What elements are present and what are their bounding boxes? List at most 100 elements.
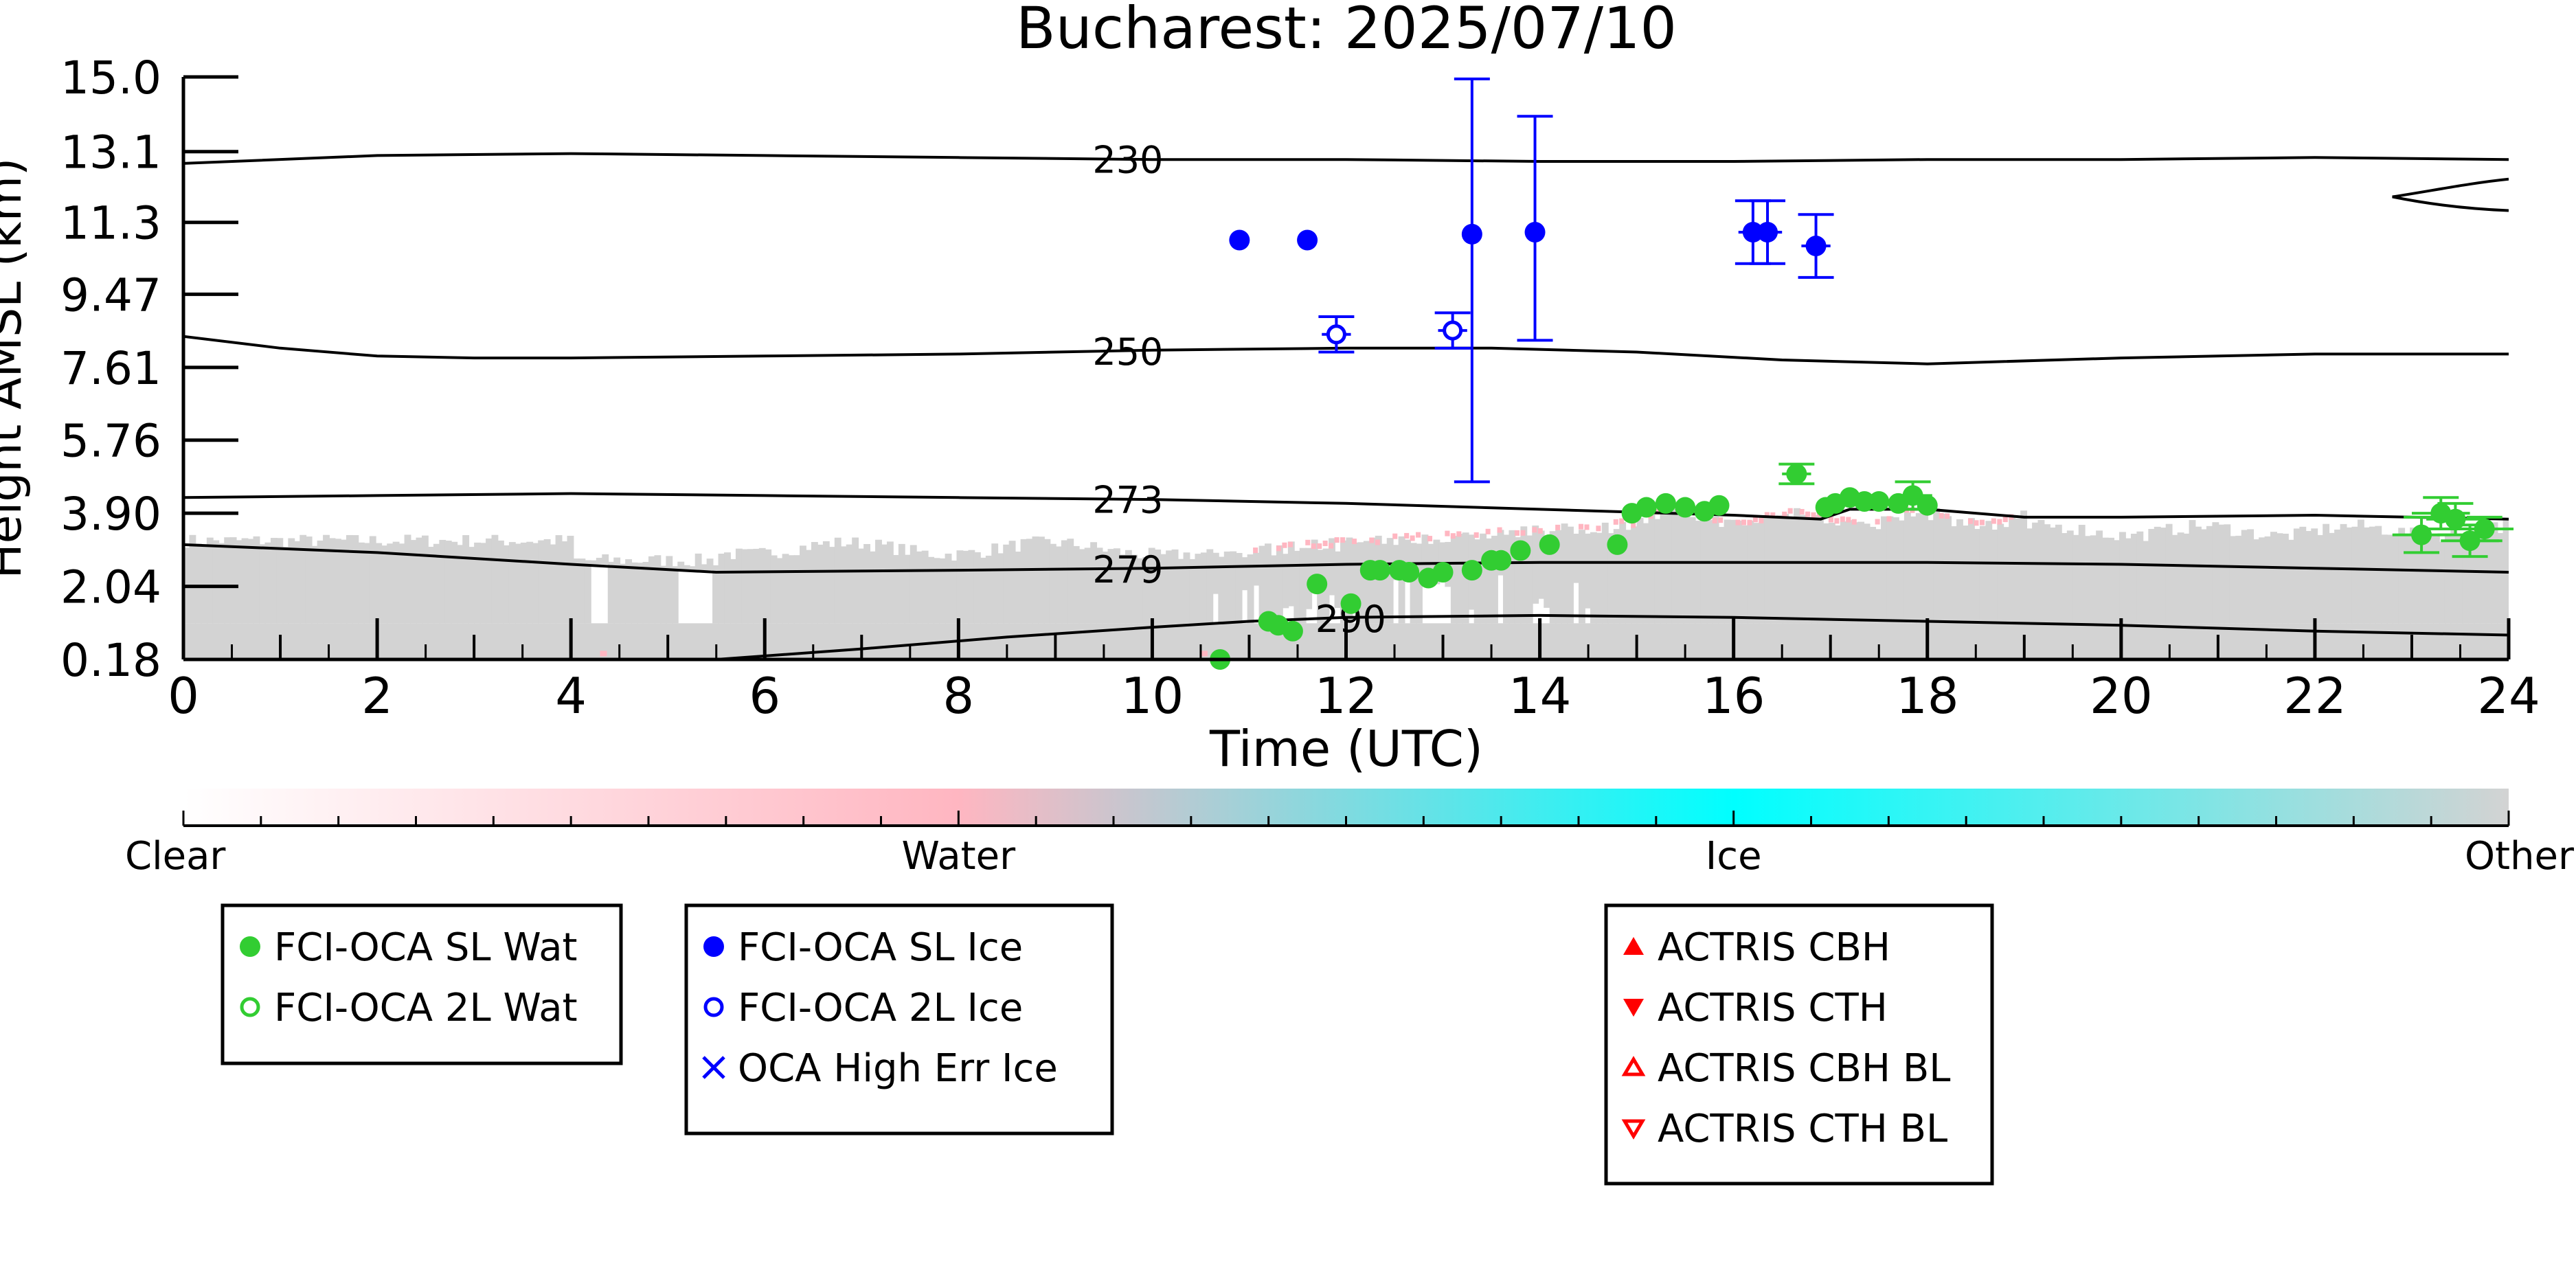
cloud-column [410, 540, 417, 624]
cloud-column [2154, 526, 2161, 624]
cloud-column [718, 553, 725, 624]
legend-label: ACTRIS CTH BL [1658, 1107, 1947, 1151]
data-point [1539, 534, 1560, 555]
water-pixel [1282, 542, 1287, 548]
data-point [1675, 497, 1696, 518]
cloud-column [2136, 531, 2144, 624]
cloud-column [822, 541, 830, 624]
cloud-column [1160, 554, 1167, 624]
cloud-column [1473, 539, 1481, 624]
water-pixel [1416, 532, 1421, 538]
cloud-column [2375, 526, 2382, 624]
water-pixel [1322, 540, 1328, 546]
cloud-column [1863, 523, 1871, 624]
y-tick-label: 9.47 [60, 269, 161, 321]
cloud-column [317, 540, 324, 624]
cloud-column [706, 558, 714, 571]
cloud-column [1567, 526, 1574, 624]
cloud-column [1119, 554, 1127, 624]
series-fci-oca-2l-ice [1318, 311, 1471, 354]
water-pixel [1945, 513, 1950, 519]
cloud-column [1410, 543, 1417, 624]
cloud-column [1055, 546, 1063, 624]
data-point [1443, 320, 1463, 341]
water-pixel [1875, 519, 1880, 525]
cloud-column [328, 538, 336, 624]
cloud-column [1782, 514, 1789, 624]
cloud-column [1700, 515, 1708, 624]
water-pixel [1596, 526, 1601, 532]
cloud-column [2002, 527, 2010, 624]
cloud-column [1166, 550, 1173, 624]
y-tick-label: 15.0 [60, 52, 161, 104]
cloud-column [1363, 541, 1370, 624]
legend-marker [1621, 1056, 1646, 1076]
cloud-column [194, 543, 202, 624]
cloud-column [642, 561, 650, 624]
water-pixel [1456, 531, 1462, 537]
water-pixel [1410, 535, 1415, 541]
cloud-column [602, 554, 609, 565]
data-point [1326, 324, 1346, 345]
water-pixel [1886, 516, 1892, 522]
cloud-column [543, 539, 551, 624]
cloud-column [474, 542, 481, 624]
cloud-column [909, 545, 917, 624]
cloud-column [2264, 536, 2272, 624]
water-pixel [1991, 518, 1996, 524]
data-point [1757, 222, 1778, 243]
cloud-column [503, 545, 510, 624]
cloud-column [980, 557, 987, 624]
cloud-column [2404, 535, 2411, 624]
cloud-column [2119, 532, 2126, 624]
cloud-column [2032, 522, 2039, 624]
cloud-column [2467, 536, 2475, 624]
cloud-column [2427, 536, 2434, 624]
water-pixel [1334, 537, 1340, 543]
cloud-column [991, 543, 999, 624]
cloud-column [1549, 531, 1557, 624]
cloud-column [654, 555, 662, 624]
cloud-column [758, 547, 766, 624]
colorbar-label: Other [2465, 834, 2575, 879]
data-point [1282, 620, 1303, 642]
cloud-column [741, 549, 749, 624]
cloud-column [1822, 523, 1830, 624]
cloud-column [788, 555, 795, 624]
cloud-column [1270, 555, 1278, 624]
cloud-column [2351, 526, 2359, 624]
cloud-column [1537, 530, 1545, 599]
cloud-column [2357, 519, 2364, 624]
cloud-column [2020, 510, 2028, 624]
cloud-column [997, 553, 1004, 624]
contour-label-273: 273 [1092, 478, 1163, 521]
cloud-column [1584, 533, 1592, 609]
cloud-column [2014, 518, 2022, 624]
colorbar-label: Ice [1706, 834, 1762, 879]
cloud-column [2009, 517, 2016, 624]
cloud-column [1933, 508, 1941, 624]
cloud-column [404, 534, 411, 624]
cloud-column [1171, 549, 1179, 624]
cloud-column [323, 534, 330, 624]
x-tick-label: 18 [1896, 667, 1959, 725]
cloud-column [1974, 529, 1981, 624]
cloud-column [572, 558, 580, 624]
cloud-column [1561, 523, 1568, 624]
cloud-column [1450, 536, 1458, 624]
cloud-column [392, 541, 400, 624]
cloud-column [2497, 532, 2504, 624]
cloud-column [451, 541, 458, 624]
cloud-column [985, 555, 993, 624]
x-tick-label: 22 [2283, 667, 2347, 725]
cloud-column [2479, 529, 2487, 624]
legend-marker [240, 997, 260, 1017]
water-pixel [1828, 517, 1833, 523]
cloud-column [2386, 534, 2394, 624]
cloud-column [1671, 508, 1679, 624]
legend-label: FCI-OCA 2L Ice [738, 986, 1023, 1030]
cloud-column [2392, 535, 2399, 624]
cloud-column [1433, 539, 1440, 585]
water-pixel [1375, 539, 1380, 545]
